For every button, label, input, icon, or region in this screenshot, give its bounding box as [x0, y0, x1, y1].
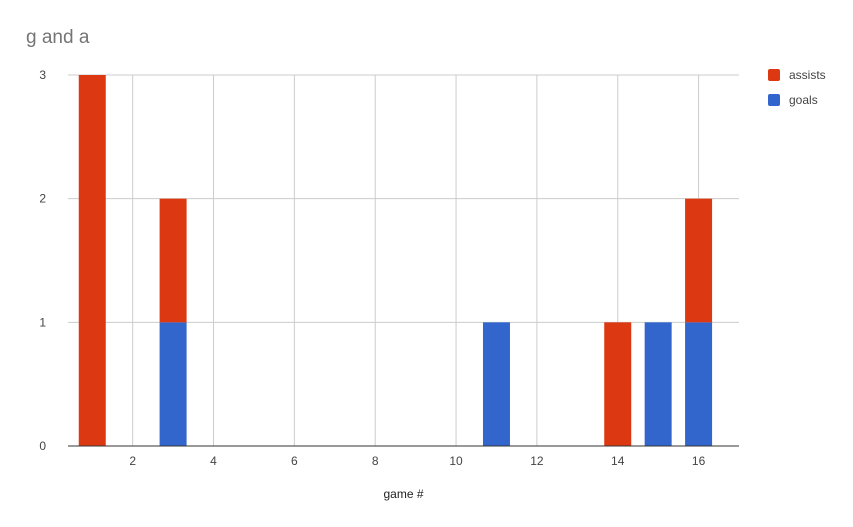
legend: assists goals — [768, 68, 826, 107]
bar-goals — [644, 322, 672, 446]
legend-swatch-assists — [768, 69, 780, 81]
x-tick-label: 14 — [611, 454, 625, 468]
bars — [78, 75, 713, 446]
legend-label-goals: goals — [789, 93, 818, 107]
x-tick-label: 4 — [210, 454, 217, 468]
x-tick-label: 16 — [692, 454, 706, 468]
bar-assists — [78, 75, 106, 446]
bar-assists — [604, 322, 632, 446]
y-tick-label: 3 — [39, 68, 46, 82]
y-tick-label: 2 — [39, 192, 46, 206]
x-tick-label: 2 — [129, 454, 136, 468]
legend-label-assists: assists — [789, 68, 826, 82]
y-tick-label: 1 — [39, 315, 46, 329]
y-tick-label: 0 — [39, 439, 46, 453]
x-tick-label: 12 — [530, 454, 544, 468]
chart-title: g and a — [26, 27, 90, 48]
legend-swatch-goals — [768, 94, 780, 106]
bar-assists — [685, 198, 713, 323]
x-tick-label: 8 — [372, 454, 379, 468]
bar-goals — [482, 322, 510, 446]
x-tick-label: 6 — [291, 454, 298, 468]
x-axis-label: game # — [383, 487, 423, 501]
bar-goals — [159, 322, 187, 446]
x-tick-label: 10 — [449, 454, 463, 468]
bar-goals — [685, 322, 713, 446]
bar-assists — [159, 198, 187, 323]
